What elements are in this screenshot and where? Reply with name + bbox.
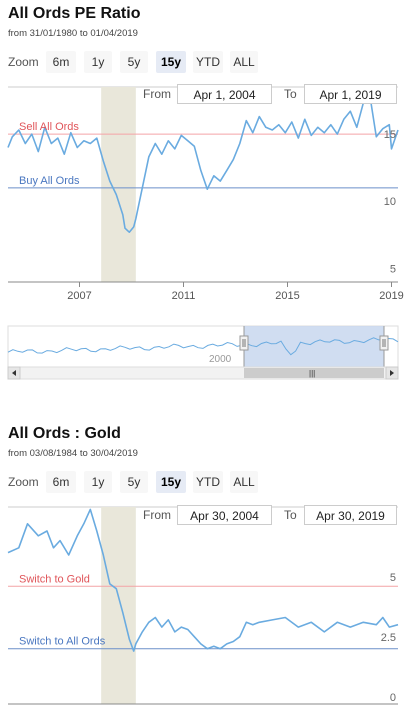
zoom-6m-button[interactable]: 6m — [46, 471, 76, 493]
chart-subtitle: from 31/01/1980 to 01/04/2019 — [8, 28, 138, 39]
from-label: From — [143, 508, 171, 522]
y-tick-label: 0 — [390, 692, 396, 704]
navigator[interactable]: 2000 ||| — [0, 322, 407, 382]
scrollbar-thumb[interactable] — [244, 368, 384, 378]
zoom-5y-button[interactable]: 5y — [120, 471, 148, 493]
sell-all-ords-label: Sell All Ords — [19, 121, 79, 133]
chart-title: All Ords : Gold — [8, 425, 121, 442]
y-axis: 02.557.5 — [381, 512, 396, 704]
navigator-left-handle[interactable] — [239, 335, 249, 351]
zoom-all-button[interactable]: ALL — [230, 471, 258, 493]
navigator-selection[interactable] — [244, 326, 384, 367]
x-tick-label: 2011 — [172, 290, 196, 302]
switch-to-all-ords-label: Switch to All Ords — [19, 636, 106, 648]
x-tick-label: 2007 — [67, 290, 91, 302]
recession-shade — [101, 507, 136, 704]
zoom-ytd-button[interactable]: YTD — [193, 51, 223, 73]
y-tick-label: 10 — [384, 196, 396, 208]
gold-ratio-series-line — [7, 508, 399, 652]
x-axis: 2007 2011 2015 2019 — [67, 282, 404, 302]
pe-ratio-chart: Sell All Ords Buy All Ords 5 10 15 2007 201… — [7, 86, 404, 302]
zoom-1y-button[interactable]: 1y — [84, 51, 112, 73]
switch-to-gold-label: Switch to Gold — [19, 573, 90, 585]
pe-ratio-panel: All Ords PE Ratio from 31/01/1980 to 01/… — [0, 5, 407, 382]
navigator-series-line — [7, 337, 399, 356]
navigator-year-label: 2000 — [209, 354, 232, 365]
zoom-all-button[interactable]: ALL — [230, 51, 258, 73]
zoom-label: Zoom — [8, 55, 39, 69]
to-date-input[interactable]: Apr 30, 2019 — [304, 505, 397, 525]
chart-subtitle: from 03/08/1984 to 30/04/2019 — [8, 448, 138, 459]
chart-title: All Ords PE Ratio — [8, 5, 141, 22]
to-label: To — [284, 508, 297, 522]
gold-ratio-chart: Switch to Gold Switch to All Ords 02.557… — [7, 506, 399, 705]
zoom-15y-button[interactable]: 15y — [156, 471, 186, 493]
navigator-right-handle[interactable] — [379, 335, 389, 351]
zoom-6m-button[interactable]: 6m — [46, 51, 76, 73]
y-tick-label: 15 — [384, 129, 396, 141]
y-axis: 5 10 15 — [384, 129, 396, 275]
from-label: From — [143, 87, 171, 101]
from-date-input[interactable]: Apr 1, 2004 — [177, 84, 272, 104]
to-date-input[interactable]: Apr 1, 2019 — [304, 84, 397, 104]
buy-all-ords-label: Buy All Ords — [19, 175, 80, 187]
recession-shade — [101, 87, 136, 282]
scroll-right-arrow-icon — [390, 370, 394, 376]
scrollbar-grip: ||| — [309, 369, 315, 378]
y-tick-label: 5 — [390, 572, 396, 584]
zoom-label: Zoom — [8, 475, 39, 489]
to-label: To — [284, 87, 297, 101]
y-tick-label: 5 — [390, 263, 396, 275]
zoom-15y-button[interactable]: 15y — [156, 51, 186, 73]
zoom-1y-button[interactable]: 1y — [84, 471, 112, 493]
zoom-ytd-button[interactable]: YTD — [193, 471, 223, 493]
scroll-left-arrow-icon — [12, 370, 16, 376]
gold-ratio-panel: All Ords : Gold from 03/08/1984 to 30/04… — [0, 420, 407, 707]
pe-ratio-series-line — [7, 94, 399, 233]
from-date-input[interactable]: Apr 30, 2004 — [177, 505, 272, 525]
x-tick-label: 2015 — [275, 290, 299, 302]
x-tick-label: 2019 — [379, 290, 403, 302]
zoom-5y-button[interactable]: 5y — [120, 51, 148, 73]
y-tick-label: 2.5 — [381, 632, 396, 644]
